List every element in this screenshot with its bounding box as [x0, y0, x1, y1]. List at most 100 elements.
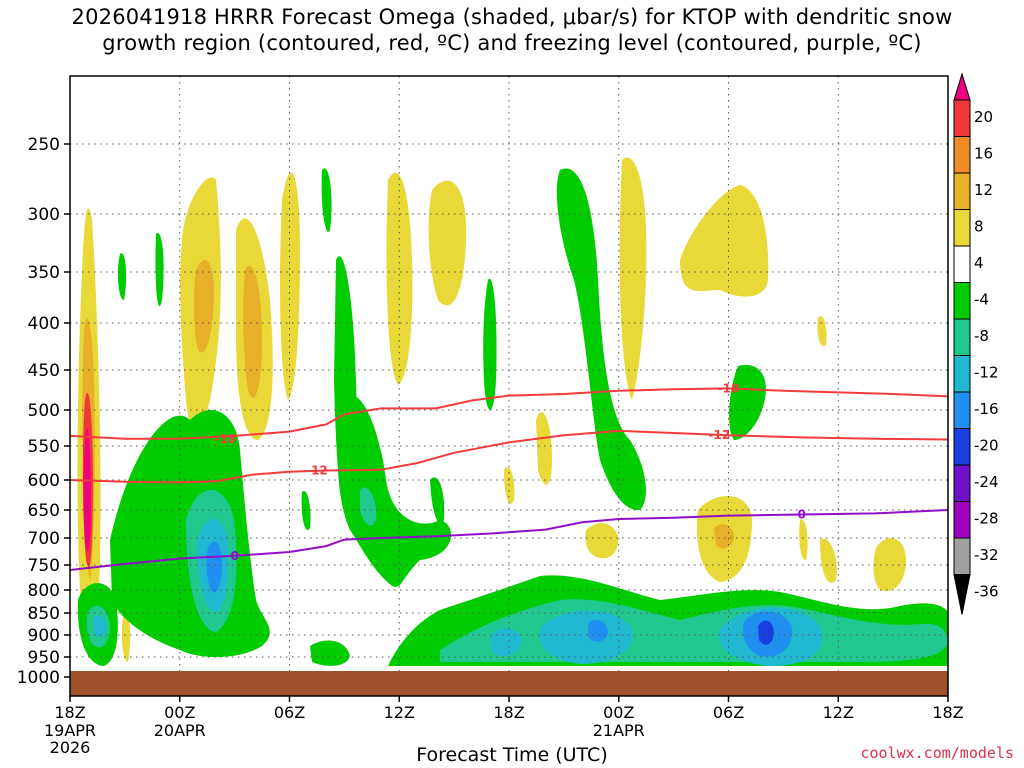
omega-region-green-13 — [310, 640, 350, 666]
omega-shading — [77, 157, 948, 666]
colorbar-label: 4 — [974, 254, 984, 272]
omega-region-yellow-17 — [121, 611, 131, 662]
colorbar-label: 8 — [974, 218, 984, 236]
colorbar-segment — [953, 464, 971, 502]
x-tick-label: 12Z — [384, 703, 415, 722]
omega-region-yellow-15 — [799, 519, 808, 560]
x-tick-label: 12Z — [823, 703, 854, 722]
omega-region-green-3 — [321, 168, 332, 232]
omega-region-green-12 — [117, 253, 127, 300]
x-tick-label: 18Z — [932, 703, 963, 722]
omega-region-yellow-11 — [585, 523, 619, 559]
colorbar-segment — [953, 318, 971, 356]
x-tick-label: 18Z — [493, 703, 524, 722]
colorbar-segment — [953, 99, 971, 137]
omega-region-blue-low-1 — [588, 619, 608, 642]
y-tick-label: 250 — [28, 135, 60, 155]
y-tick-label: 900 — [28, 626, 60, 646]
omega-region-orange-9 — [714, 524, 734, 549]
y-tick-label: 350 — [28, 263, 60, 283]
isotherm-label: -12 — [709, 428, 731, 442]
colorbar-label: -4 — [974, 291, 989, 309]
x-axis-label: Forecast Time (UTC) — [416, 744, 608, 766]
colorbar-segment — [953, 282, 971, 320]
colorbar-label: -32 — [974, 546, 999, 564]
colorbar-segment — [953, 391, 971, 429]
isotherm-labels: -18 -18 -12 -12 0 0 — [215, 381, 806, 563]
colorbar-segment — [953, 245, 971, 283]
isotherm-line--18 — [70, 387, 948, 440]
colorbar-label: -12 — [974, 364, 999, 382]
isotherm-label: -18 — [718, 381, 740, 395]
y-tick-label: 550 — [28, 437, 60, 457]
colorbar-label: 20 — [974, 108, 993, 126]
omega-region-yellow-5 — [386, 172, 413, 385]
colorbar-label: -8 — [974, 327, 989, 345]
y-tick-label: 700 — [28, 529, 60, 549]
isotherm-label: 0 — [797, 507, 805, 521]
omega-region-cyan-2 — [94, 615, 106, 637]
omega-region-green-9 — [729, 364, 766, 440]
x-tick-sublabel: 2026 — [50, 738, 91, 757]
y-tick-label: 1000 — [17, 668, 60, 688]
isotherm-label: 0 — [230, 549, 238, 563]
omega-region-green-8 — [556, 168, 646, 511]
y-tick-label: 650 — [28, 501, 60, 521]
omega-region-cyan-low-1 — [539, 610, 633, 664]
omega-region-orange-2 — [193, 260, 215, 353]
omega-region-yellow-13 — [504, 467, 515, 504]
colorbar-bottom-arrow — [953, 574, 971, 615]
y-tick-label: 850 — [28, 604, 60, 624]
colorbar-segment — [953, 136, 971, 174]
x-tick-label: 06Z — [274, 703, 305, 722]
y-tick-label: 600 — [28, 471, 60, 491]
colorbar-top-arrow — [953, 72, 971, 101]
x-tick-label: 00Z — [603, 703, 634, 722]
colorbar-label: 16 — [974, 145, 993, 163]
isotherm-label: -12 — [306, 463, 328, 477]
omega-region-green-6 — [430, 477, 445, 524]
omega-region-green-11 — [155, 232, 164, 307]
chart-title: 2026041918 HRRR Forecast Omega (shaded, … — [0, 4, 1024, 56]
x-tick-sublabel: 21APR — [593, 721, 645, 740]
colorbar-segment — [953, 501, 971, 539]
colorbar-label: -16 — [974, 400, 999, 418]
colorbar-segment — [953, 355, 971, 393]
isotherm-lines — [70, 387, 948, 571]
title-line-2: growth region (contoured, red, ºC) and f… — [102, 31, 922, 55]
colorbar-segment — [953, 428, 971, 466]
colorbar-label: -24 — [974, 473, 999, 491]
omega-region-blue-1 — [206, 541, 222, 593]
x-tick-label: 06Z — [713, 703, 744, 722]
omega-region-yellow-12 — [536, 412, 552, 485]
title-line-1: 2026041918 HRRR Forecast Omega (shaded, … — [71, 5, 953, 29]
omega-region-yellow-6 — [428, 180, 467, 306]
omega-region-yellow-14 — [820, 538, 837, 583]
colorbar-label: 12 — [974, 181, 993, 199]
omega-region-yellow-16 — [817, 316, 827, 346]
omega-region-yellow-10 — [873, 537, 906, 591]
y-axis: 2503003504004505005506006507007508008509… — [17, 135, 70, 688]
isotherm-label: -18 — [215, 432, 237, 446]
y-tick-label: 300 — [28, 205, 60, 225]
x-tick-label: 18Z — [54, 703, 85, 722]
omega-region-green-7 — [483, 278, 497, 410]
x-tick-sublabel: 19APR — [44, 721, 96, 740]
colorbar-label: -28 — [974, 510, 999, 528]
isotherm-line-0 — [70, 509, 948, 571]
y-tick-label: 800 — [28, 581, 60, 601]
colorbar-label: -36 — [974, 583, 999, 601]
y-tick-label: 500 — [28, 401, 60, 421]
colorbar-segment — [953, 209, 971, 247]
omega-region-darkblue-low — [758, 620, 774, 645]
omega-region-green-10 — [301, 491, 311, 531]
omega-region-yellow-8 — [680, 185, 769, 297]
y-tick-label: 400 — [28, 314, 60, 334]
x-tick-sublabel: 20APR — [154, 721, 206, 740]
omega-region-pink-1 — [83, 428, 91, 552]
credit-text: coolwx.com/models — [860, 744, 1014, 762]
y-tick-label: 450 — [28, 361, 60, 381]
omega-region-orange-3 — [243, 265, 262, 398]
